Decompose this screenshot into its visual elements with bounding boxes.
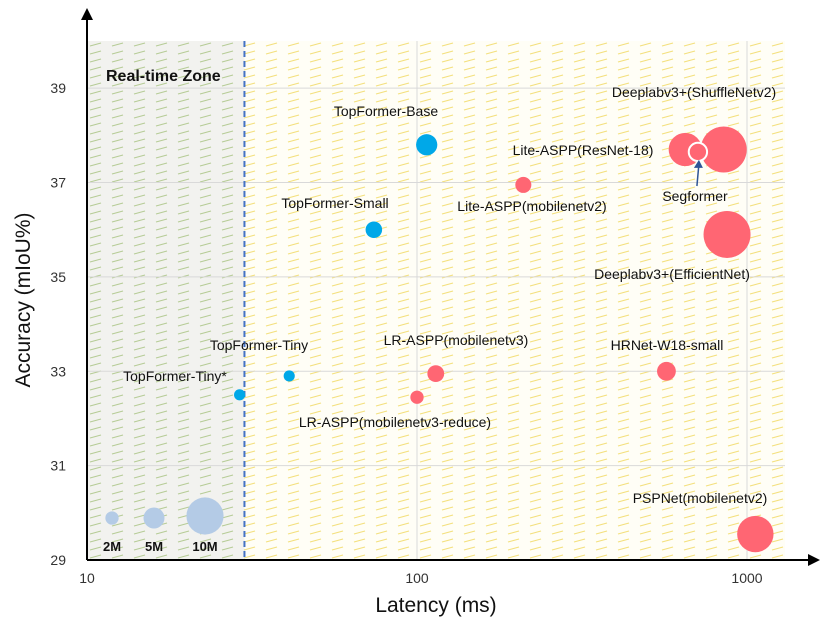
point-lr-aspp-mobilenetv3-reduce: [410, 390, 424, 404]
point-lr-aspp-mobilenetv3: [427, 365, 445, 383]
x-axis-arrow-icon: [808, 554, 820, 566]
point-deeplabv3-efficientnet: [703, 210, 751, 258]
label-lr-aspp-mobilenetv3: LR-ASPP(mobilenetv3): [384, 332, 529, 348]
point-segformer: [687, 141, 709, 163]
label-hrnet-w18-small: HRNet-W18-small: [611, 337, 724, 353]
label-pspnet-mobilenetv2: PSPNet(mobilenetv2): [633, 490, 768, 506]
label-topformer-small: TopFormer-Small: [281, 195, 388, 211]
x-tick-label: 10: [79, 570, 95, 586]
point-labels: TopFormer-Base TopFormer-Small TopFormer-T…: [123, 84, 776, 506]
y-tick-label: 31: [50, 458, 66, 474]
label-lite-aspp-mobilenetv2: Lite-ASPP(mobilenetv2): [457, 198, 606, 214]
label-deeplabv3-shufflenetv2: Deeplabv3+(ShuffleNetv2): [612, 84, 776, 100]
label-segformer: Segformer: [662, 188, 728, 204]
point-topformer-base: [416, 134, 438, 156]
point-lite-aspp-mobilenetv2: [515, 176, 532, 193]
x-tick-label: 1000: [731, 570, 762, 586]
point-hrnet-w18-small: [657, 361, 676, 381]
y-tick-label: 33: [50, 363, 66, 379]
realtime-zone-label: Real-time Zone: [106, 68, 221, 85]
y-axis-arrow-icon: [81, 8, 93, 20]
size-legend: 2M 5M 10M: [103, 497, 224, 554]
axes: [81, 8, 820, 566]
legend-label-10m: 10M: [192, 539, 217, 554]
x-tick-label: 100: [405, 570, 429, 586]
legend-circle-5m: [143, 507, 165, 529]
label-topformer-tiny: TopFormer-Tiny*: [123, 368, 227, 384]
grid-lines: [87, 41, 785, 560]
legend-label-2m: 2M: [103, 539, 121, 554]
point-pspnet-mobilenetv2: [737, 515, 774, 553]
y-axis-title: Accuracy (mIoU%): [12, 212, 35, 387]
legend-label-5m: 5M: [145, 539, 163, 554]
y-tick-label: 39: [50, 80, 66, 96]
realtime-zone-background: [87, 41, 245, 560]
label-lr-aspp-mobilenetv3-reduce: LR-ASPP(mobilenetv3-reduce): [299, 414, 491, 430]
non-realtime-zone-background: [244, 41, 785, 560]
label-topformer-tiny: TopFormer-Tiny: [210, 337, 308, 353]
segformer-arrowhead-icon: [693, 159, 703, 168]
y-tick-label: 35: [50, 269, 66, 285]
legend-circle-2m: [105, 511, 119, 525]
data-points: [234, 126, 774, 553]
label-topformer-base: TopFormer-Base: [334, 103, 438, 119]
y-tick-label: 29: [50, 552, 66, 568]
point-deeplabv3-shufflenetv2: [700, 126, 747, 173]
point-topformer-tiny: [283, 370, 295, 382]
y-tick-label: 37: [50, 175, 66, 191]
tick-labels: 29 31 33 35 37 39 10 100 1000: [50, 80, 762, 586]
point-topformer-small: [365, 221, 383, 239]
label-deeplabv3-efficientnet: Deeplabv3+(EfficientNet): [594, 266, 750, 282]
legend-circle-10m: [186, 497, 224, 535]
point-topformer-tiny: [234, 389, 246, 401]
label-lite-aspp-resnet-18: Lite-ASPP(ResNet-18): [513, 142, 654, 158]
x-axis-title: Latency (ms): [375, 594, 496, 617]
